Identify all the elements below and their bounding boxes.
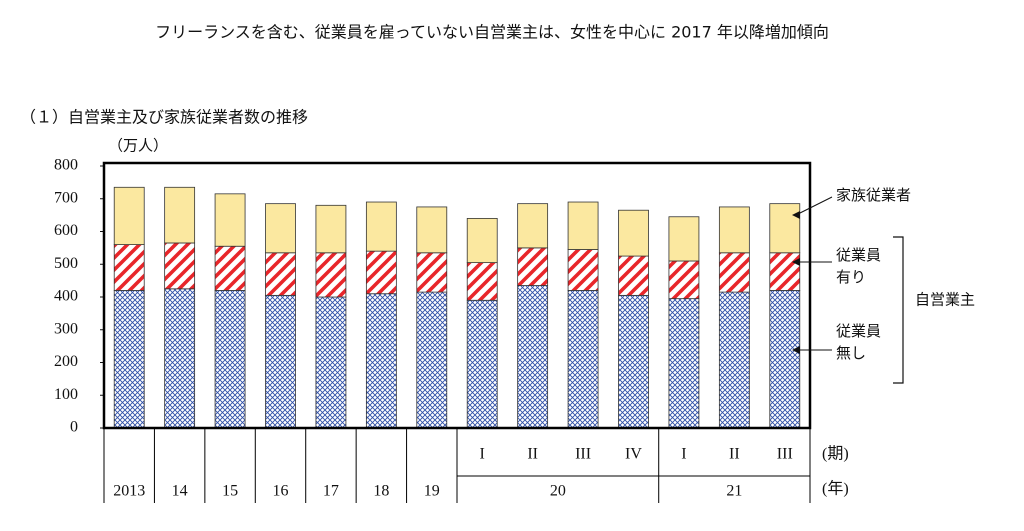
y-tick-label: 0 [70, 419, 78, 436]
bracket-label: 自営業主 [915, 291, 975, 309]
bar-segment [113, 290, 145, 429]
year-label: 18 [373, 483, 389, 500]
bar-segment [214, 290, 246, 429]
year-label: 19 [424, 483, 440, 500]
bar-segment [466, 299, 498, 429]
bar-segment [315, 252, 347, 298]
bar-segment [214, 245, 246, 291]
x-tick-label: IV [625, 446, 642, 463]
bar-segment [113, 244, 145, 291]
series-label: 従業員有り [836, 246, 882, 286]
x-tick-label: III [777, 446, 793, 463]
bar-segment [113, 186, 145, 246]
series-label: 従業員無し [836, 322, 882, 362]
x-label-period: (期) [822, 445, 849, 463]
y-unit: （万人） [108, 137, 168, 155]
year-label: 17 [323, 483, 339, 500]
bar-segment [265, 203, 296, 254]
bracket [893, 236, 904, 384]
bar-segment [214, 193, 246, 247]
bar-segment [668, 216, 700, 262]
bar-segment [668, 260, 700, 300]
year-label: 14 [172, 483, 188, 500]
x-tick-label: II [729, 446, 740, 463]
bar-segment [164, 242, 196, 290]
label-arrowhead [792, 346, 800, 354]
bar-segment [618, 255, 649, 296]
y-tick-label: 200 [54, 353, 78, 370]
x-tick-label: III [575, 446, 591, 463]
bar-segment [365, 201, 397, 252]
bar-segment [517, 247, 549, 286]
x-tick-label: I [681, 446, 686, 463]
label-arrow [795, 196, 833, 216]
x-label-year: (年) [822, 480, 849, 498]
bar-segment [265, 252, 296, 296]
bar-segment [567, 290, 599, 429]
label-arrowhead [792, 211, 800, 219]
bar-segment [416, 252, 448, 293]
bar-segment [265, 294, 296, 429]
bar-segment [517, 203, 549, 249]
bar-segment [769, 290, 801, 429]
bar-segment [769, 203, 801, 254]
bar-segment [466, 217, 498, 264]
bar-segment [668, 298, 700, 429]
bar-segment [365, 293, 397, 429]
plot-frame [102, 161, 812, 430]
bar-segment [416, 206, 448, 254]
bar-segment [315, 296, 347, 429]
year-label: 2013 [113, 483, 145, 500]
x-tick-label: II [527, 446, 538, 463]
x-tick-label: I [480, 446, 485, 463]
year-label: 21 [726, 483, 742, 500]
bar-segment [567, 249, 599, 291]
bar-segment [618, 294, 649, 429]
series-label: 家族従業者 [836, 186, 912, 204]
y-tick-label: 400 [54, 288, 78, 305]
bar-segment [718, 252, 750, 293]
bar-segment [618, 209, 649, 257]
bar-segment [164, 186, 196, 244]
y-tick-label: 100 [54, 386, 78, 403]
title: フリーランスを含む、従業員を雇っていない自営業主は、女性を中心に 2017 年以… [155, 23, 829, 42]
subtitle: （１）自営業主及び家族従業者数の推移 [20, 108, 308, 127]
bar-segment [315, 204, 347, 254]
y-tick-label: 600 [54, 222, 78, 239]
bar-segment [769, 252, 801, 291]
y-tick-label: 800 [54, 157, 78, 174]
bar-segment [416, 291, 448, 429]
bar-segment [718, 291, 750, 429]
y-tick-label: 300 [54, 320, 78, 337]
y-tick-label: 700 [54, 189, 78, 206]
year-label: 15 [222, 483, 238, 500]
year-label: 20 [550, 483, 566, 500]
bar-segment [164, 288, 196, 429]
bar-segment [718, 206, 750, 254]
year-label: 16 [273, 483, 289, 500]
label-arrowhead [792, 258, 800, 266]
bar-segment [567, 201, 599, 250]
bar-segment [466, 262, 498, 301]
y-tick-label: 500 [54, 255, 78, 272]
bar-segment [517, 285, 549, 429]
bar-segment [365, 250, 397, 295]
